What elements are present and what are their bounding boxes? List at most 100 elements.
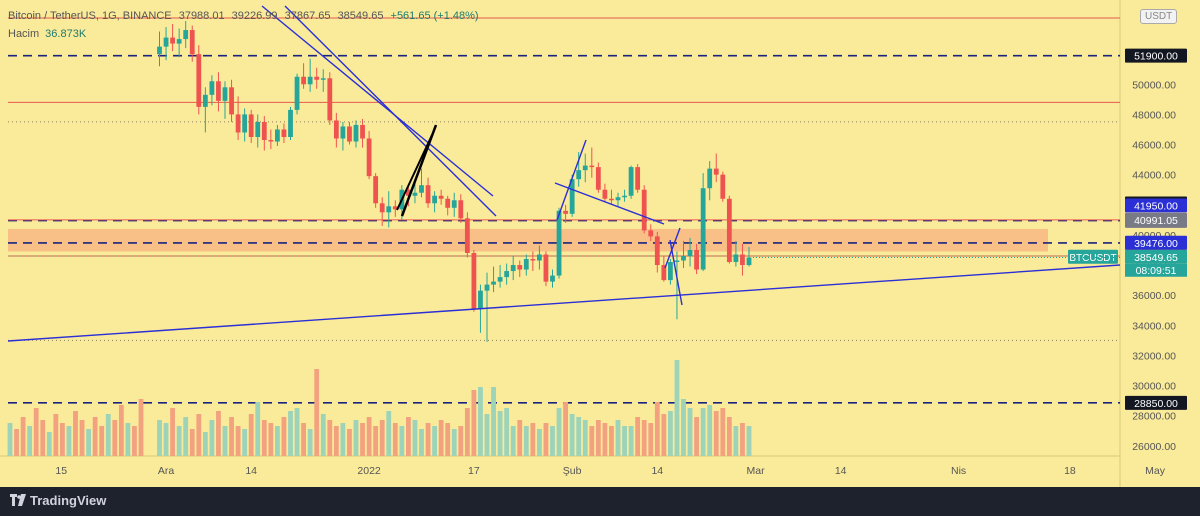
candle-body: [569, 179, 575, 214]
candle-body: [537, 254, 542, 261]
candle-body: [661, 265, 667, 281]
candle-body: [419, 185, 424, 193]
candle-body: [543, 254, 549, 282]
volume-value: 36.873K: [45, 28, 87, 40]
x-tick-label-9: Nis: [951, 465, 966, 477]
volume-bar: [320, 414, 326, 456]
volume-bar: [497, 411, 503, 456]
candle-body: [163, 37, 169, 47]
candle-body: [550, 275, 555, 282]
volume-label[interactable]: Hacim: [8, 28, 40, 40]
volume-bar: [641, 420, 647, 456]
candle-body: [425, 185, 431, 204]
volume-bar: [176, 426, 182, 456]
candle-body: [248, 114, 254, 137]
price-tag-label-5: 38549.65: [1134, 252, 1178, 264]
volume-bar: [275, 426, 280, 456]
volume-bar: [648, 423, 654, 456]
y-tick-label-2: 30000.00: [1132, 381, 1176, 393]
volume-bar: [635, 417, 641, 456]
volume-bar: [86, 429, 91, 456]
volume-bar: [14, 429, 19, 456]
candle-body: [432, 195, 437, 204]
candle-body: [157, 46, 162, 55]
price-tag-3: [1125, 212, 1187, 227]
volume-bar: [733, 426, 739, 456]
volume-bar: [478, 387, 483, 456]
candle-body: [687, 249, 693, 256]
y-tick-label-11: 48000.00: [1132, 109, 1176, 121]
volume-bar: [491, 387, 496, 456]
candle-body: [700, 188, 706, 270]
candle-body: [510, 265, 516, 272]
volume-bar: [347, 429, 352, 456]
open-value: 37988.01: [178, 10, 225, 22]
symbol-tag: [1068, 249, 1118, 264]
volume-bar: [222, 426, 228, 456]
volume-bar: [112, 420, 118, 456]
candle-body: [216, 81, 221, 101]
supply-zone: [8, 228, 1048, 252]
volume-bar: [73, 411, 78, 456]
candle-body: [713, 168, 719, 175]
volume-bar: [504, 408, 510, 456]
volume-bar: [92, 417, 98, 456]
candle-body: [314, 76, 320, 80]
candle-body: [746, 257, 752, 266]
impulse-line-2: [396, 134, 433, 211]
candle-body: [275, 129, 280, 142]
volume-bar: [27, 426, 33, 456]
tradingview-label: TradingView: [30, 493, 107, 508]
candle-body: [229, 87, 234, 115]
candle-body: [353, 124, 359, 142]
volume-bar: [445, 423, 451, 456]
volume-bar: [707, 405, 713, 456]
candle-body: [464, 218, 470, 253]
x-tick-label-3: 2022: [357, 465, 381, 477]
volume-bar: [33, 408, 39, 456]
candle-body: [720, 174, 726, 199]
candle-body: [654, 236, 660, 266]
tradingview-brand[interactable]: TradingView: [10, 493, 106, 508]
symbol-line[interactable]: Bitcoin / TetherUS, 1G, BINANCE: [8, 10, 172, 22]
candle-body: [235, 114, 241, 133]
volume-bar: [668, 411, 673, 456]
volume-bar: [517, 420, 523, 456]
candle-body: [595, 167, 601, 190]
candle-body: [707, 168, 713, 189]
change-value: +561.65 (+1.48%): [390, 10, 479, 22]
x-tick-label-8: 14: [835, 465, 847, 477]
candle-body: [726, 198, 732, 263]
volume-bar: [694, 417, 699, 456]
volume-bar: [333, 426, 339, 456]
volume-bar: [628, 426, 634, 456]
price-tag-label-1: 41950.00: [1134, 201, 1178, 213]
candle-body: [366, 138, 372, 177]
volume-bar: [360, 423, 365, 456]
x-tick-label-4: 17: [468, 465, 480, 477]
candle-body: [222, 87, 228, 101]
volume-bar: [46, 432, 52, 456]
footer-bar: [0, 487, 1200, 516]
volume-bar: [464, 408, 470, 456]
y-tick-label-4: 34000.00: [1132, 320, 1176, 332]
descending-trendline-lower: [284, 5, 497, 217]
candle-body: [412, 192, 418, 196]
candle-body: [281, 129, 287, 137]
volume-legend: Hacim 36.873K: [8, 28, 86, 40]
volume-bar: [255, 402, 261, 456]
volume-bar: [20, 417, 26, 456]
volume-bar: [419, 429, 424, 456]
volume-bar: [681, 399, 686, 456]
volume-bar: [60, 423, 65, 456]
volume-bar: [654, 402, 660, 456]
currency-button[interactable]: USDT: [1140, 9, 1178, 24]
level-tag-0: [1125, 48, 1187, 63]
candle-body: [268, 140, 274, 142]
x-tick-label-6: 14: [651, 465, 663, 477]
volume-bar: [746, 426, 752, 456]
candle-body: [386, 206, 392, 213]
candle-body: [288, 109, 293, 137]
volume-bar: [189, 429, 195, 456]
